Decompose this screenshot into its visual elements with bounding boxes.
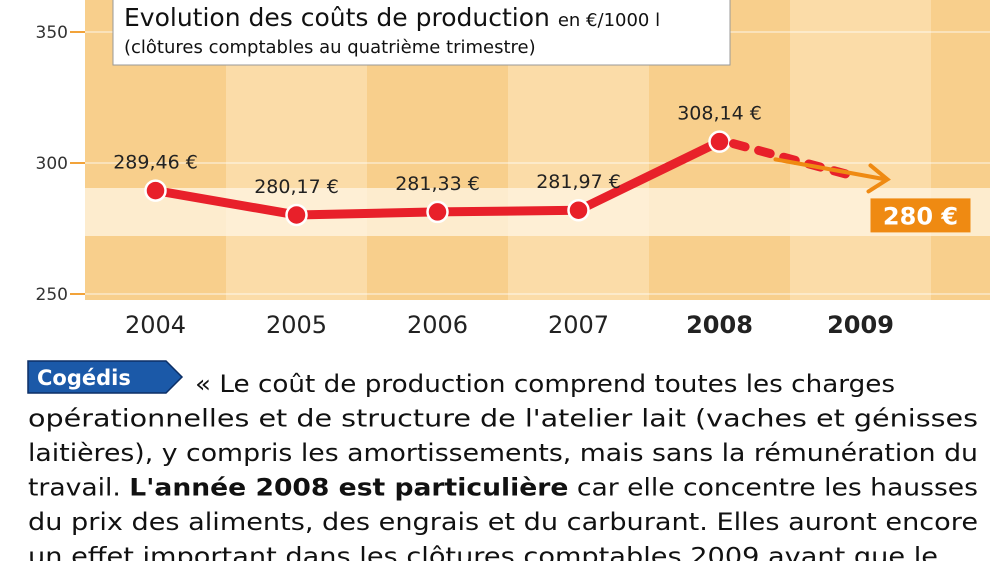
data-label: 280,17 €	[254, 176, 339, 198]
title-text: Evolution des coûts de production en €/10…	[124, 3, 660, 32]
chart-title: Evolution des coûts de production	[124, 3, 550, 32]
text-run: « Le coût de production comprend toutes …	[195, 370, 895, 398]
plot: 250 300 350 2004 2005 2006 2007 2008 2009 289,46 …	[36, 23, 990, 339]
paragraph: « Le coût de production comprend toutes …	[28, 370, 978, 561]
x-tick-label: 2008	[686, 311, 753, 339]
paragraph-line: du prix des aliments, des engrais et du …	[28, 508, 978, 536]
paragraph-line: laitières), y compris les amortissements…	[28, 439, 978, 467]
text-run: travail.	[28, 474, 129, 502]
x-tick-label: 2006	[407, 311, 468, 339]
data-label: 308,14 €	[677, 103, 762, 125]
data-point	[426, 200, 449, 224]
data-point	[567, 198, 590, 222]
paragraph-line: « Le coût de production comprend toutes …	[195, 370, 895, 398]
bold-text: L'année 2008 est particulière	[129, 474, 568, 502]
y-tick-label: 350	[36, 23, 68, 43]
paragraph-line: opérationnelles et de structure de l'ate…	[28, 405, 978, 433]
data-label: 289,46 €	[113, 152, 198, 174]
column-band	[790, 0, 931, 300]
title-box	[112, 0, 731, 66]
data-point	[144, 179, 167, 202]
chart-subtitle: (clôtures comptables au quatrième trimes…	[124, 37, 536, 58]
forecast-label: 280 €	[883, 202, 958, 230]
text-run: opérationnelles et de structure de l'ate…	[28, 405, 978, 433]
badge-shape	[27, 360, 184, 394]
badge: Cogédis	[27, 360, 184, 394]
y-tick-label: 250	[36, 285, 68, 305]
x-tick-label: 2005	[266, 311, 327, 339]
data-point	[285, 203, 308, 227]
data-label: 281,97 €	[536, 171, 621, 193]
text-run: laitières), y compris les amortissements…	[28, 439, 978, 467]
x-tick-label: 2004	[125, 311, 186, 339]
text-run: du prix des aliments, des engrais et du …	[28, 508, 978, 536]
column-band	[931, 0, 990, 300]
y-tick-label: 300	[36, 154, 68, 174]
data-point	[708, 130, 731, 153]
badge-label: Cogédis	[37, 366, 131, 390]
paragraph-line: un effet important dans les clôtures com…	[28, 543, 938, 561]
text-run: un effet important dans les clôtures com…	[28, 543, 938, 561]
x-tick-label: 2009	[827, 311, 894, 339]
text-run: car elle concentre les hausses	[568, 474, 978, 502]
forecast-box	[870, 198, 971, 233]
chart-title-unit: en €/1000 l	[558, 10, 660, 31]
x-tick-label: 2007	[548, 311, 609, 339]
data-label: 281,33 €	[395, 173, 480, 195]
paragraph-line: travail. L'année 2008 est particulière c…	[28, 474, 978, 502]
forecast-arrow	[773, 157, 891, 194]
